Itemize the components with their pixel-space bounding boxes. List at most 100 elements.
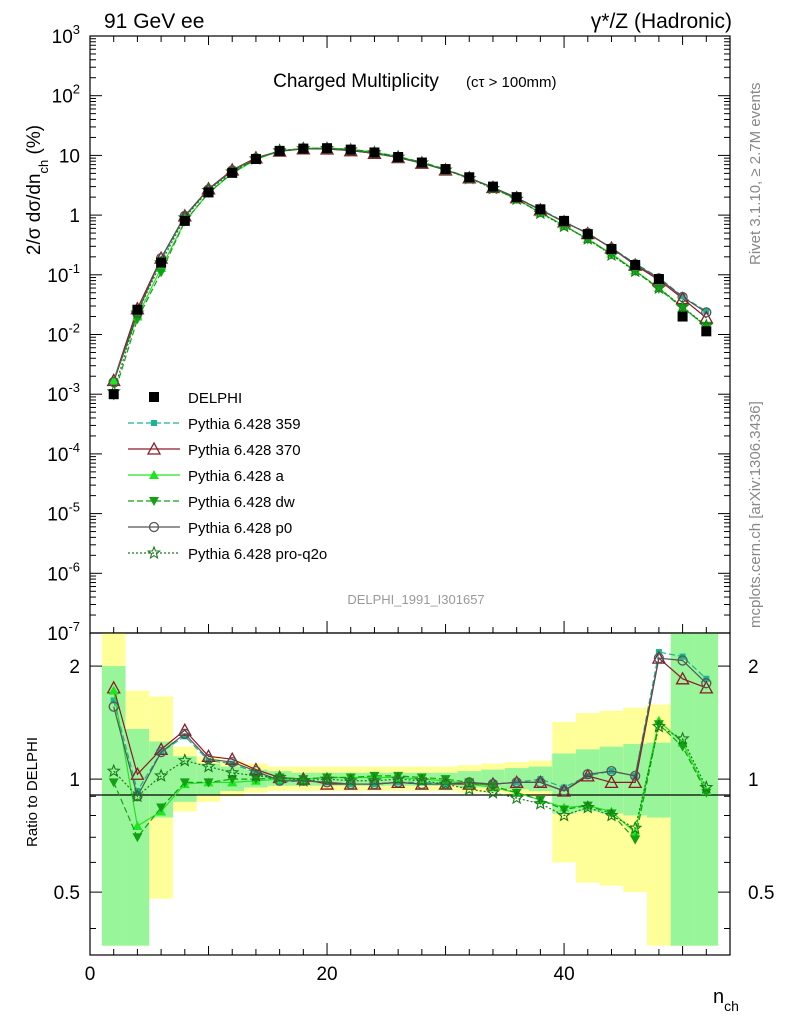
data-point bbox=[132, 304, 143, 315]
series-markers-p370 bbox=[106, 141, 714, 387]
y-tick-label: 10-6 bbox=[47, 559, 80, 585]
main-marks bbox=[106, 140, 714, 401]
data-point bbox=[130, 788, 145, 803]
data-point bbox=[462, 781, 477, 796]
data-point bbox=[227, 167, 238, 178]
y-axis-label: 2/σ dσ/dnch (%) bbox=[24, 125, 51, 255]
data-point bbox=[701, 678, 712, 689]
data-point bbox=[582, 801, 593, 811]
y-tick-label: 10-1 bbox=[47, 261, 80, 287]
band-green bbox=[101, 666, 126, 946]
data-point bbox=[606, 244, 617, 255]
data-point bbox=[108, 778, 119, 788]
data-point bbox=[651, 719, 667, 733]
series-markers-pdw bbox=[108, 144, 712, 401]
data-point bbox=[248, 768, 264, 782]
data-point bbox=[181, 733, 188, 740]
data-point bbox=[438, 776, 453, 791]
data-point bbox=[416, 773, 427, 783]
data-point bbox=[151, 420, 157, 426]
data-point bbox=[558, 785, 570, 797]
data-point bbox=[110, 697, 117, 704]
data-point bbox=[604, 807, 619, 822]
data-point bbox=[464, 172, 475, 183]
header-right: γ*/Z (Hadronic) bbox=[591, 10, 732, 33]
ratio-markers-pq2o bbox=[106, 719, 714, 835]
band-green bbox=[670, 633, 695, 946]
data-point bbox=[677, 303, 688, 313]
data-point bbox=[177, 753, 192, 767]
band-green bbox=[552, 753, 576, 814]
data-point bbox=[628, 775, 643, 789]
data-point bbox=[390, 771, 406, 786]
data-point bbox=[149, 497, 159, 506]
data-point bbox=[108, 701, 119, 712]
data-point bbox=[653, 720, 664, 730]
data-point bbox=[677, 311, 688, 322]
data-point bbox=[149, 470, 159, 479]
band-green bbox=[149, 741, 173, 818]
legend-label: Pythia 6.428 a bbox=[188, 468, 285, 485]
data-point bbox=[414, 773, 430, 787]
data-point bbox=[582, 769, 593, 780]
data-point bbox=[179, 728, 190, 739]
data-point bbox=[156, 268, 167, 278]
ratio-marks bbox=[106, 649, 714, 845]
y-tick-label: 10-2 bbox=[47, 321, 80, 347]
data-point bbox=[345, 778, 356, 790]
band-green bbox=[599, 746, 624, 814]
data-point bbox=[630, 770, 641, 782]
series-markers-pa bbox=[108, 143, 712, 385]
data-point bbox=[106, 763, 121, 778]
data-point bbox=[298, 775, 309, 786]
data-point bbox=[535, 777, 546, 788]
legend-label: Pythia 6.428 359 bbox=[188, 416, 301, 433]
y-tick-label: 102 bbox=[52, 82, 80, 108]
data-point bbox=[156, 803, 167, 813]
data-point bbox=[274, 775, 285, 786]
x-axis-label: nch bbox=[713, 986, 739, 1014]
data-point bbox=[146, 545, 162, 560]
data-point bbox=[345, 773, 356, 783]
legend-label: Pythia 6.428 p0 bbox=[188, 520, 292, 537]
data-point bbox=[701, 307, 712, 318]
data-point bbox=[675, 731, 690, 745]
data-point bbox=[319, 771, 335, 786]
data-point bbox=[148, 521, 160, 533]
data-point bbox=[298, 143, 309, 154]
y-tick-label: 10-7 bbox=[47, 619, 80, 645]
data-point bbox=[535, 795, 546, 805]
data-point bbox=[677, 742, 688, 752]
legend-label: Pythia 6.428 pro-q2o bbox=[188, 546, 327, 563]
legend: DELPHI Pythia 6.428 359 Pythia 6.428 370 Py… bbox=[128, 390, 327, 563]
data-point bbox=[651, 280, 667, 295]
series-line-pq2o bbox=[113, 147, 707, 392]
series-line-pp0 bbox=[113, 148, 707, 383]
data-point bbox=[675, 299, 690, 313]
chart-title: Charged Multiplicity bbox=[273, 71, 439, 92]
data-point bbox=[149, 392, 159, 402]
data-point bbox=[606, 809, 617, 819]
data-point bbox=[343, 773, 358, 787]
ratio-tick-label-right: 0.5 bbox=[748, 883, 774, 904]
data-point bbox=[485, 785, 501, 799]
x-tick-label: 0 bbox=[85, 964, 96, 985]
data-point bbox=[561, 784, 568, 791]
data-point bbox=[416, 778, 428, 790]
data-point bbox=[582, 229, 593, 240]
y-tick-label: 1 bbox=[69, 206, 80, 227]
data-point bbox=[132, 833, 143, 843]
data-point bbox=[653, 284, 664, 294]
ratio-tick-label-left: 0.5 bbox=[54, 883, 80, 904]
series-line-pdw bbox=[113, 147, 707, 396]
data-point bbox=[393, 771, 404, 781]
ratio-tick-label-left: 2 bbox=[69, 657, 80, 678]
data-point bbox=[630, 827, 641, 837]
data-point bbox=[155, 746, 167, 758]
header-left: 91 GeV ee bbox=[104, 10, 204, 33]
y-tick-label: 10-5 bbox=[47, 500, 80, 526]
ratio-tick-label-right: 1 bbox=[748, 770, 759, 791]
data-point bbox=[416, 157, 427, 168]
data-point bbox=[653, 274, 664, 285]
